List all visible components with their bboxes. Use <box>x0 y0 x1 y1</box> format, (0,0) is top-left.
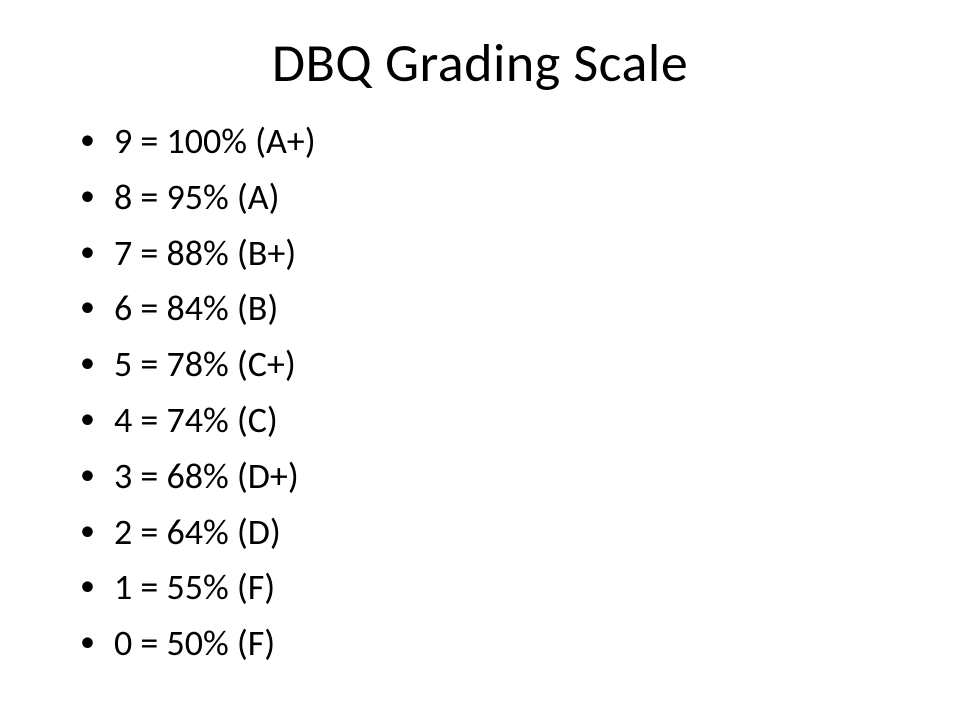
list-item: 8 = 95% (A) <box>80 170 900 226</box>
list-item: 9 = 100% (A+) <box>80 114 900 170</box>
list-item: 3 = 68% (D+) <box>80 449 900 505</box>
list-item: 2 = 64% (D) <box>80 505 900 561</box>
list-item: 7 = 88% (B+) <box>80 226 900 282</box>
slide-title: DBQ Grading Scale <box>60 30 900 96</box>
list-item: 5 = 78% (C+) <box>80 337 900 393</box>
list-item: 6 = 84% (B) <box>80 281 900 337</box>
bullet-list: 9 = 100% (A+) 8 = 95% (A) 7 = 88% (B+) 6… <box>60 114 900 672</box>
list-item: 4 = 74% (C) <box>80 393 900 449</box>
slide: DBQ Grading Scale 9 = 100% (A+) 8 = 95% … <box>0 0 960 720</box>
list-item: 0 = 50% (F) <box>80 616 900 672</box>
list-item: 1 = 55% (F) <box>80 560 900 616</box>
